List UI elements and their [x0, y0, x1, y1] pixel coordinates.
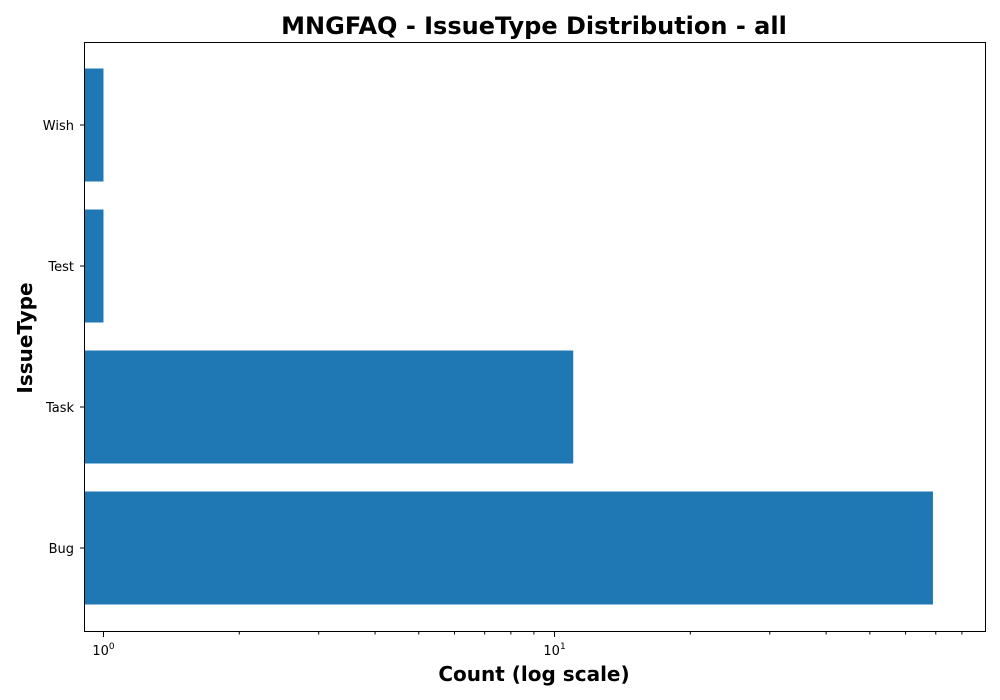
y-tick-label-wish: Wish [43, 119, 74, 134]
x-tick-label: 100 [92, 642, 115, 659]
bar-test [85, 209, 104, 323]
plot-frame [84, 42, 986, 632]
bar-task [85, 350, 574, 464]
y-tick-label-bug: Bug [49, 542, 74, 557]
y-axis-label: IssueType [13, 282, 37, 393]
y-tick-label-task: Task [45, 401, 75, 416]
chart-title: MNGFAQ - IssueType Distribution - all [281, 12, 787, 40]
x-axis-ticks: 100 101 [92, 631, 963, 659]
x-tick-label: 101 [543, 642, 565, 659]
bar-bug [85, 491, 933, 605]
x-axis-label: Count (log scale) [438, 662, 629, 686]
y-axis-ticks: Bug Task Test Wish [43, 119, 85, 557]
y-tick-label-test: Test [47, 260, 74, 275]
bars [85, 68, 933, 605]
bar-wish [85, 68, 104, 182]
